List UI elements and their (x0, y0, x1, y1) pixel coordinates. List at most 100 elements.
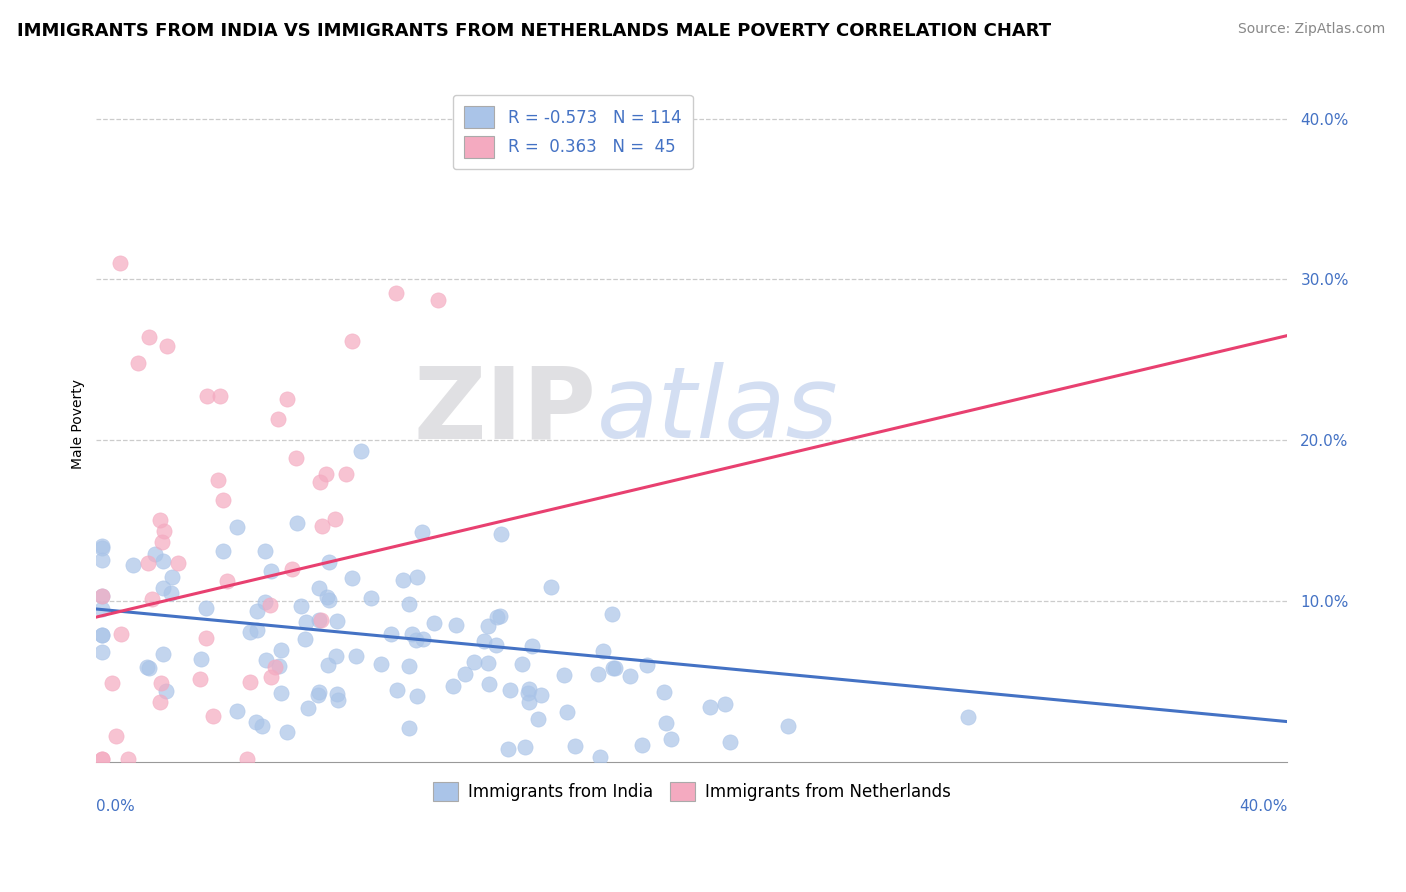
Point (340, 571, 363, 585)
Point (108, 256, 131, 270)
Point (122, 558, 145, 572)
Point (284, 451, 307, 466)
Point (530, 688, 553, 702)
Point (167, 556, 190, 570)
Point (311, 518, 333, 533)
Point (117, 751, 139, 765)
Point (370, 657, 392, 672)
Point (91, 751, 114, 765)
Point (225, 519, 247, 533)
Point (91, 589, 114, 603)
Point (592, 643, 614, 657)
Point (443, 679, 465, 693)
Point (385, 683, 408, 698)
Point (276, 725, 298, 739)
Point (308, 685, 330, 699)
Point (308, 688, 330, 702)
Point (150, 676, 173, 690)
Point (215, 574, 238, 588)
Point (138, 330, 160, 344)
Point (520, 639, 543, 653)
Point (297, 700, 319, 714)
Point (308, 613, 330, 627)
Point (631, 738, 654, 752)
Point (308, 582, 330, 596)
Point (138, 661, 160, 675)
Point (276, 392, 298, 407)
Point (290, 599, 312, 613)
Point (412, 632, 434, 646)
Point (254, 653, 277, 667)
Point (136, 660, 159, 674)
Text: 0.0%: 0.0% (97, 799, 135, 814)
Point (235, 751, 257, 765)
Point (411, 525, 433, 540)
Point (208, 389, 231, 403)
Point (540, 580, 562, 594)
Point (155, 683, 177, 698)
Point (472, 633, 495, 648)
Point (270, 643, 292, 657)
Point (250, 719, 273, 733)
Point (318, 555, 340, 569)
Point (385, 285, 408, 300)
Point (517, 695, 540, 709)
Point (260, 670, 283, 684)
Point (619, 669, 641, 683)
Point (652, 685, 675, 699)
Point (246, 623, 269, 637)
Point (201, 709, 224, 723)
Point (499, 682, 522, 697)
Point (150, 535, 173, 549)
Point (194, 600, 217, 615)
Point (485, 638, 508, 652)
Point (426, 293, 449, 308)
Point (226, 705, 249, 719)
Point (496, 742, 519, 756)
Point (152, 648, 174, 662)
Point (718, 735, 741, 749)
Point (287, 516, 309, 530)
Point (105, 729, 128, 743)
Point (318, 593, 340, 607)
Point (253, 543, 276, 558)
Point (239, 624, 262, 639)
Point (406, 570, 429, 584)
Point (91, 601, 114, 615)
Point (91, 539, 114, 553)
Point (315, 467, 337, 481)
Point (478, 677, 501, 691)
Point (294, 632, 316, 646)
Point (325, 648, 347, 663)
Y-axis label: Male Poverty: Male Poverty (72, 379, 86, 469)
Point (335, 467, 357, 482)
Point (91, 628, 114, 642)
Point (195, 389, 218, 403)
Point (211, 492, 233, 507)
Point (602, 607, 624, 621)
Point (143, 547, 166, 561)
Point (160, 570, 183, 584)
Point (190, 652, 212, 666)
Point (91, 628, 114, 642)
Point (555, 706, 578, 720)
Point (636, 658, 658, 673)
Point (477, 618, 499, 632)
Point (127, 356, 149, 370)
Point (149, 695, 172, 709)
Point (152, 554, 174, 568)
Text: IMMIGRANTS FROM INDIA VS IMMIGRANTS FROM NETHERLANDS MALE POVERTY CORRELATION CH: IMMIGRANTS FROM INDIA VS IMMIGRANTS FROM… (17, 22, 1052, 40)
Point (239, 675, 262, 690)
Point (564, 739, 586, 753)
Point (207, 473, 229, 487)
Point (340, 334, 363, 349)
Point (91, 553, 114, 567)
Point (91, 541, 114, 555)
Point (316, 657, 339, 672)
Point (245, 715, 267, 730)
Point (517, 681, 540, 696)
Point (91, 751, 114, 765)
Point (350, 443, 373, 458)
Point (281, 562, 304, 576)
Point (153, 524, 176, 538)
